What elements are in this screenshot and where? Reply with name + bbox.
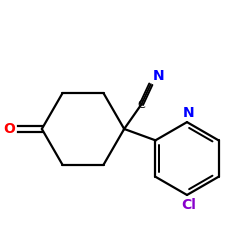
Text: N: N xyxy=(153,69,165,83)
Text: N: N xyxy=(183,106,194,120)
Text: O: O xyxy=(3,122,15,136)
Text: C: C xyxy=(138,100,145,110)
Text: Cl: Cl xyxy=(181,198,196,212)
